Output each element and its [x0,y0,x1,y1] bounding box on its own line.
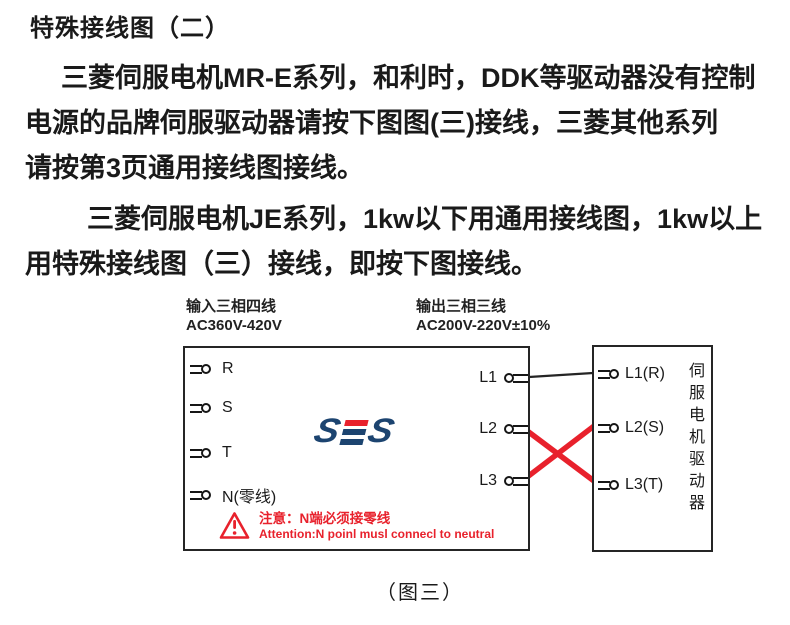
paragraph-2-line-2: 用特殊接线图（三）接线，即按下图接线。 [25,249,538,279]
drive-terminal-label-l3t: L3(T) [625,476,664,493]
output-spec-line-2: AC200V-220V±10% [416,317,551,334]
terminal-circle-icon [609,480,619,490]
warning-triangle-icon [219,512,250,539]
ses-logo-s2: S [363,411,399,450]
terminal-bars-icon [190,490,202,500]
terminal-bars-icon [598,480,610,490]
drive-terminal-row-l2s: L2(S) [598,419,664,437]
terminal-bars-icon [190,448,202,458]
wire-l2-to-l3-red [520,424,596,484]
ses-logo-e-icon [339,419,369,445]
terminal-label-t: T [222,444,232,461]
paragraph-1-line-2: 电源的品牌伺服驱动器请按下图图(三)接线，三菱其他系列 [25,108,718,138]
terminal-circle-icon [504,476,514,486]
terminal-label-r: R [222,360,234,377]
input-spec-label: 输入三相四线 AC360V-420V [186,297,282,335]
wire-l3-to-l2-red [520,423,596,484]
terminal-row-t: T [190,444,232,462]
paragraph-2: 三菱伺服电机JE系列，1kw以下用通用接线图，1kw以上 用特殊接线图（三）接线… [25,197,762,287]
output-label-l3: L3 [479,472,497,489]
terminal-circle-icon [609,423,619,433]
warning-texts: 注意：N端必须接零线 Attention:N poinl musl connec… [259,511,494,542]
page-title: 特殊接线图（二） [30,15,230,42]
servo-drive-box: L1(R) L2(S) L3(T) 伺服电机驱动器 [592,345,713,552]
terminal-row-n: N(零线) [190,486,277,506]
warning-text-en: Attention:N poinl musl connecl to neutra… [259,527,495,541]
terminal-circle-icon [201,490,211,500]
output-row-l1: L1 [479,369,528,387]
neutral-warning: 注意：N端必须接零线 Attention:N poinl musl connec… [219,511,494,542]
terminal-row-s: S [190,399,233,417]
terminal-label-n: N(零线) [222,489,277,506]
input-spec-line-1: 输入三相四线 [186,298,277,315]
terminal-circle-icon [201,403,211,413]
paragraph-1-line-1: 三菱伺服电机MR-E系列，和利时，DDK等驱动器没有控制 [61,63,756,93]
terminal-circle-icon [201,448,211,458]
output-label-l2: L2 [479,420,497,437]
terminal-circle-icon [504,424,514,434]
paragraph-2-line-1: 三菱伺服电机JE系列，1kw以下用通用接线图，1kw以上 [87,204,763,234]
terminal-circle-icon [504,373,514,383]
ses-logo: S S [310,411,399,450]
terminal-row-r: R [190,360,234,378]
paragraph-1: 三菱伺服电机MR-E系列，和利时，DDK等驱动器没有控制 电源的品牌伺服驱动器请… [25,56,755,191]
output-row-l2: L2 [479,420,528,438]
output-row-l3: L3 [479,472,528,490]
wire-l1 [528,371,594,379]
terminal-bars-icon [513,373,528,383]
terminal-label-s: S [222,399,233,416]
terminal-circle-icon [201,364,211,374]
output-spec-line-1: 输出三相三线 [416,298,507,315]
drive-terminal-label-l1r: L1(R) [625,365,666,382]
drive-terminal-row-l1r: L1(R) [598,365,665,383]
terminal-bars-icon [598,423,610,433]
input-spec-line-2: AC360V-420V [186,317,282,334]
terminal-bars-icon [513,424,528,434]
power-source-box: R S T N(零线) L1 L2 [183,346,530,551]
terminal-bars-icon [598,369,610,379]
figure-caption: （图三） [376,582,464,604]
output-label-l1: L1 [479,369,497,386]
terminal-bars-icon [190,403,202,413]
output-spec-label: 输出三相三线 AC200V-220V±10% [416,297,550,335]
terminal-circle-icon [609,369,619,379]
terminal-bars-icon [513,476,528,486]
paragraph-1-line-3: 请按第3页通用接线图接线。 [25,153,365,183]
servo-drive-vertical-label: 伺服电机驱动器 [686,362,703,516]
drive-terminal-row-l3t: L3(T) [598,476,663,494]
terminal-bars-icon [190,364,202,374]
drive-terminal-label-l2s: L2(S) [625,419,665,436]
warning-text-cn: 注意：N端必须接零线 [259,511,391,526]
